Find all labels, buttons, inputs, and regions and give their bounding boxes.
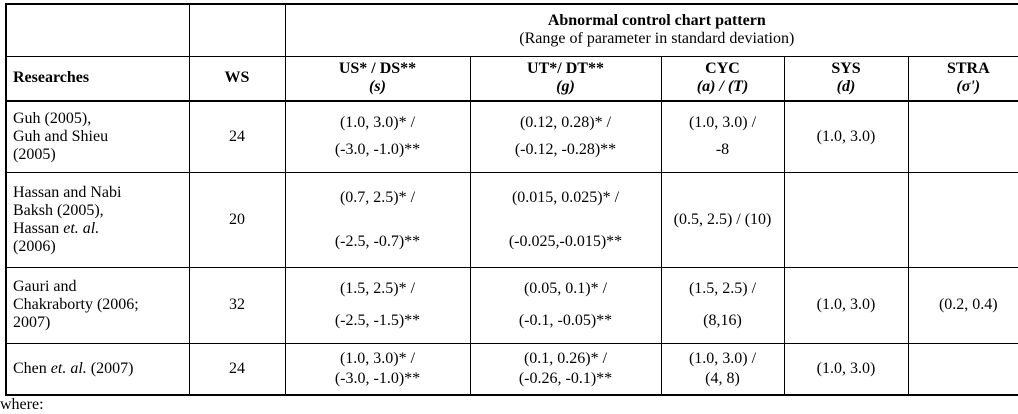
year-text: (2007) xyxy=(91,360,134,377)
value-line: (-0.26, -0.1)** xyxy=(519,370,612,388)
col-header-ut-dt: UT*/ DT** (g) xyxy=(470,56,661,101)
col-label: US* / DS** xyxy=(292,60,464,78)
cell-us-ds: (0.7, 2.5)* / (-2.5, -0.7)** xyxy=(285,172,470,267)
cell-research: Chen et. al. (2007) xyxy=(6,343,189,395)
col-param: (a) / (T) xyxy=(668,78,778,96)
cell-stra: (0.2, 0.4) xyxy=(908,267,1018,343)
cell-sys: (1.0, 3.0) xyxy=(784,343,908,395)
value-line: (4, 8) xyxy=(705,370,740,388)
col-label: SYS xyxy=(791,60,902,78)
col-param: (d) xyxy=(791,78,902,96)
col-param: (g) xyxy=(477,78,655,96)
col-header-sys: SYS (d) xyxy=(784,56,908,101)
cell-us-ds: (1.0, 3.0)* / (-3.0, -1.0)** xyxy=(285,343,470,395)
header-group: Abnormal control chart pattern (Range of… xyxy=(285,4,1018,56)
table-title: Abnormal control chart pattern xyxy=(292,12,1018,30)
cell-stra xyxy=(908,343,1018,395)
cell-sys xyxy=(784,172,908,267)
value-line: (-0.12, -0.28)** xyxy=(515,141,616,159)
value-line: (-0.1, -0.05)** xyxy=(519,312,612,330)
research-line: Gauri and xyxy=(13,278,183,296)
value-line: (-2.5, -0.7)** xyxy=(335,233,420,251)
research-line: Chakraborty (2006; xyxy=(13,296,183,314)
value-line: (-2.5, -1.5)** xyxy=(335,312,420,330)
value-line: (1.0, 3.0) / xyxy=(689,114,756,132)
abnormal-pattern-table: Abnormal control chart pattern (Range of… xyxy=(5,3,1018,396)
cell-ws: 24 xyxy=(189,101,285,172)
cell-ut-dt: (0.015, 0.025)* / (-0.025,-0.015)** xyxy=(470,172,661,267)
value-line: (0.1, 0.26)* / xyxy=(524,350,607,368)
cell-research: Gauri and Chakraborty (2006; 2007) xyxy=(6,267,189,343)
research-line: Guh (2005), xyxy=(13,110,183,128)
col-header-cyc: CYC (a) / (T) xyxy=(661,56,784,101)
cell-cyc: (1.0, 3.0) / (4, 8) xyxy=(661,343,784,395)
value-line: (0.7, 2.5)* / xyxy=(340,189,415,207)
col-label: UT*/ DT** xyxy=(477,60,655,78)
table-row: Gauri and Chakraborty (2006; 2007) 32 (1… xyxy=(6,267,1018,343)
cell-ws: 32 xyxy=(189,267,285,343)
col-header-researches: Researches xyxy=(6,56,189,101)
cell-us-ds: (1.5, 2.5)* / (-2.5, -1.5)** xyxy=(285,267,470,343)
research-line: Guh and Shieu xyxy=(13,128,183,146)
header-empty-ws xyxy=(189,4,285,56)
value-line: (-3.0, -1.0)** xyxy=(335,370,420,388)
cell-ut-dt: (0.12, 0.28)* / (-0.12, -0.28)** xyxy=(470,101,661,172)
research-line: Hassan et. al. xyxy=(13,220,183,238)
cell-ut-dt: (0.05, 0.1)* / (-0.1, -0.05)** xyxy=(470,267,661,343)
cell-ws: 24 xyxy=(189,343,285,395)
research-line: (2005) xyxy=(13,146,183,164)
value-line: (-0.025,-0.015)** xyxy=(509,233,622,251)
table-subtitle: (Range of parameter in standard deviatio… xyxy=(292,30,1018,48)
cell-ws: 20 xyxy=(189,172,285,267)
cell-stra xyxy=(908,101,1018,172)
value-line: (0.015, 0.025)* / xyxy=(512,189,619,207)
col-label: STRA xyxy=(915,60,1018,78)
author-text: Hassan xyxy=(13,220,59,237)
col-param: (σ') xyxy=(915,78,1018,96)
author-text: Chen xyxy=(13,360,47,377)
cell-cyc: (1.5, 2.5) / (8,16) xyxy=(661,267,784,343)
cell-ut-dt: (0.1, 0.26)* / (-0.26, -0.1)** xyxy=(470,343,661,395)
value-line: (-3.0, -1.0)** xyxy=(335,141,420,159)
cell-sys: (1.0, 3.0) xyxy=(784,267,908,343)
value-line: (0.5, 2.5) / (10) xyxy=(668,211,778,229)
table-row: Guh (2005), Guh and Shieu (2005) 24 (1.0… xyxy=(6,101,1018,172)
table-row: Chen et. al. (2007) 24 (1.0, 3.0)* / (-3… xyxy=(6,343,1018,395)
col-header-us-ds: US* / DS** (s) xyxy=(285,56,470,101)
value-line: (1.0, 3.0)* / xyxy=(340,114,415,132)
cell-us-ds: (1.0, 3.0)* / (-3.0, -1.0)** xyxy=(285,101,470,172)
col-header-ws: WS xyxy=(189,56,285,101)
cell-research: Hassan and Nabi Baksh (2005), Hassan et.… xyxy=(6,172,189,267)
header-empty-research xyxy=(6,4,189,56)
cell-stra xyxy=(908,172,1018,267)
research-line: (2006) xyxy=(13,238,183,256)
col-header-stra: STRA (σ') xyxy=(908,56,1018,101)
value-line: (0.05, 0.1)* / xyxy=(524,280,607,298)
value-line: (1.5, 2.5)* / xyxy=(340,280,415,298)
value-line: -8 xyxy=(716,141,729,159)
etal-text: et. al. xyxy=(63,220,99,237)
col-param: (s) xyxy=(292,78,464,96)
value-line: (0.12, 0.28)* / xyxy=(520,114,611,132)
value-line: (8,16) xyxy=(703,312,742,330)
cell-sys: (1.0, 3.0) xyxy=(784,101,908,172)
etal-text: et. al. xyxy=(51,360,87,377)
research-line: Hassan and Nabi xyxy=(13,184,183,202)
cell-cyc: (0.5, 2.5) / (10) xyxy=(661,172,784,267)
value-line: (1.0, 3.0) / xyxy=(689,350,756,368)
research-line: 2007) xyxy=(13,314,183,332)
research-line: Baksh (2005), xyxy=(13,202,183,220)
cell-research: Guh (2005), Guh and Shieu (2005) xyxy=(6,101,189,172)
cell-cyc: (1.0, 3.0) / -8 xyxy=(661,101,784,172)
value-line: (1.0, 3.0)* / xyxy=(340,350,415,368)
footer-cut-text: where: xyxy=(0,396,44,414)
table-row: Hassan and Nabi Baksh (2005), Hassan et.… xyxy=(6,172,1018,267)
value-line: (1.5, 2.5) / xyxy=(689,280,756,298)
col-label: CYC xyxy=(668,60,778,78)
